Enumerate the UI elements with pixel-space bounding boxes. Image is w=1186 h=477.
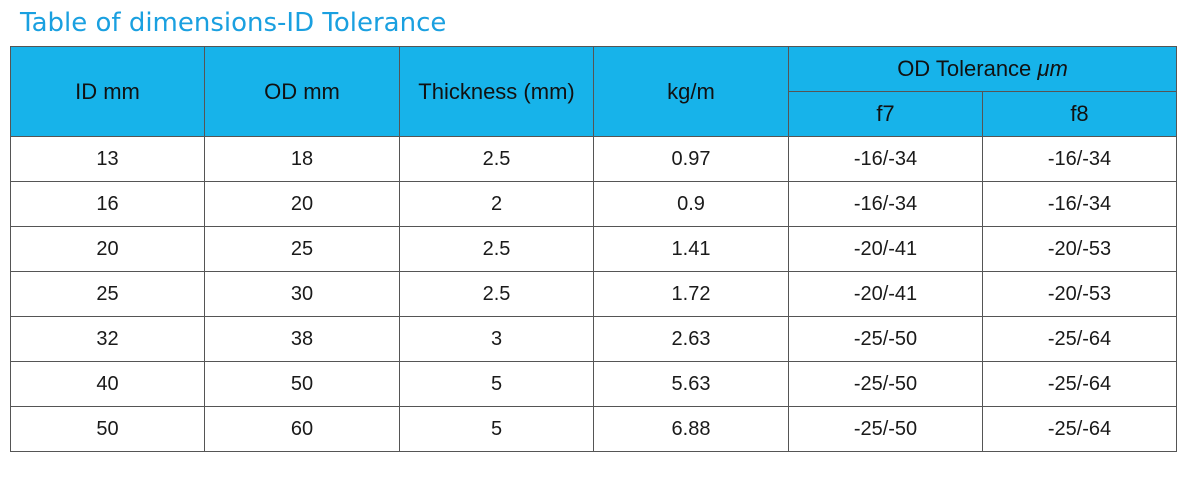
header-f7: f7 xyxy=(788,91,983,137)
table-row: 32 38 3 2.63 -25/-50 -25/-64 xyxy=(10,316,1177,362)
cell-od: 18 xyxy=(204,136,400,182)
cell-f8: -20/-53 xyxy=(982,271,1177,317)
cell-f8: -20/-53 xyxy=(982,226,1177,272)
cell-f7: -25/-50 xyxy=(788,361,983,407)
cell-f7: -20/-41 xyxy=(788,271,983,317)
cell-f7: -25/-50 xyxy=(788,316,983,362)
table-row: 50 60 5 6.88 -25/-50 -25/-64 xyxy=(10,406,1177,452)
header-od-tolerance: OD Tolerance μm xyxy=(788,46,1177,92)
cell-f8: -16/-34 xyxy=(982,136,1177,182)
cell-id: 20 xyxy=(10,226,205,272)
cell-kgm: 6.88 xyxy=(593,406,789,452)
cell-od: 60 xyxy=(204,406,400,452)
cell-id: 40 xyxy=(10,361,205,407)
cell-id: 25 xyxy=(10,271,205,317)
cell-kgm: 1.72 xyxy=(593,271,789,317)
cell-od: 20 xyxy=(204,181,400,227)
header-od-tolerance-label: OD Tolerance xyxy=(897,56,1032,81)
cell-thickness: 2 xyxy=(399,181,594,227)
cell-f7: -16/-34 xyxy=(788,181,983,227)
header-f8: f8 xyxy=(982,91,1177,137)
cell-thickness: 2.5 xyxy=(399,271,594,317)
dimensions-table: ID mm OD mm Thickness (mm) kg/m OD Toler… xyxy=(10,46,1177,452)
table-row: 25 30 2.5 1.72 -20/-41 -20/-53 xyxy=(10,271,1177,317)
header-thickness: Thickness (mm) xyxy=(399,46,594,137)
table-row: 40 50 5 5.63 -25/-50 -25/-64 xyxy=(10,361,1177,407)
cell-thickness: 2.5 xyxy=(399,226,594,272)
cell-id: 50 xyxy=(10,406,205,452)
cell-od: 50 xyxy=(204,361,400,407)
table-row: 13 18 2.5 0.97 -16/-34 -16/-34 xyxy=(10,136,1177,182)
header-id-mm: ID mm xyxy=(10,46,205,137)
cell-thickness: 2.5 xyxy=(399,136,594,182)
cell-id: 13 xyxy=(10,136,205,182)
cell-thickness: 5 xyxy=(399,361,594,407)
table-row: 16 20 2 0.9 -16/-34 -16/-34 xyxy=(10,181,1177,227)
header-kg-per-m: kg/m xyxy=(593,46,789,137)
table-row: 20 25 2.5 1.41 -20/-41 -20/-53 xyxy=(10,226,1177,272)
cell-od: 30 xyxy=(204,271,400,317)
cell-kgm: 5.63 xyxy=(593,361,789,407)
cell-od: 38 xyxy=(204,316,400,362)
cell-thickness: 5 xyxy=(399,406,594,452)
cell-thickness: 3 xyxy=(399,316,594,362)
cell-f7: -25/-50 xyxy=(788,406,983,452)
cell-od: 25 xyxy=(204,226,400,272)
cell-f8: -25/-64 xyxy=(982,406,1177,452)
cell-f8: -25/-64 xyxy=(982,361,1177,407)
cell-id: 32 xyxy=(10,316,205,362)
cell-kgm: 0.97 xyxy=(593,136,789,182)
cell-kgm: 2.63 xyxy=(593,316,789,362)
cell-f8: -16/-34 xyxy=(982,181,1177,227)
cell-id: 16 xyxy=(10,181,205,227)
header-od-mm: OD mm xyxy=(204,46,400,137)
header-od-tolerance-unit: μm xyxy=(1037,56,1068,81)
cell-kgm: 0.9 xyxy=(593,181,789,227)
cell-f7: -20/-41 xyxy=(788,226,983,272)
cell-f7: -16/-34 xyxy=(788,136,983,182)
cell-kgm: 1.41 xyxy=(593,226,789,272)
page-title: Table of dimensions-ID Tolerance xyxy=(20,8,447,38)
cell-f8: -25/-64 xyxy=(982,316,1177,362)
